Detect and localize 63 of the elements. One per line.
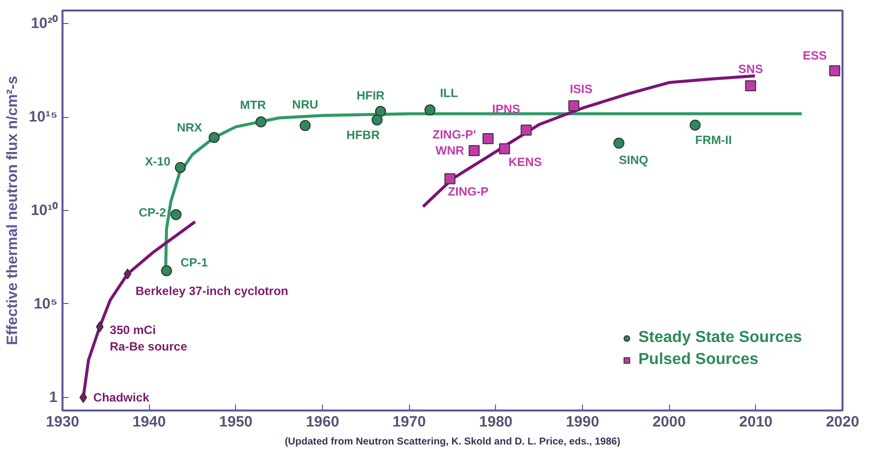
point bbox=[161, 265, 172, 276]
point bbox=[568, 100, 580, 112]
annotation: 350 mCi Ra-Be source bbox=[110, 322, 188, 354]
point bbox=[520, 124, 532, 136]
annotation: HFBR bbox=[346, 128, 380, 142]
annotation: Chadwick bbox=[93, 390, 150, 404]
annotation: IPNS bbox=[492, 102, 520, 116]
x-tick-label: 1950 bbox=[219, 414, 253, 430]
annotation: ISIS bbox=[570, 82, 593, 96]
x-tick-label: 1970 bbox=[392, 414, 426, 430]
legend-label: Steady State Sources bbox=[638, 329, 802, 347]
annotation: ESS bbox=[802, 48, 827, 63]
annotation: SNS bbox=[738, 62, 763, 76]
point bbox=[174, 162, 186, 173]
point bbox=[170, 209, 182, 220]
y-tick-label: 10²⁰ bbox=[30, 14, 58, 32]
x-tick-label: 1930 bbox=[46, 414, 80, 430]
x-tick-label: 1980 bbox=[479, 414, 513, 430]
text: (Updated from Neutron Scattering, K. Skold and D. L. Price, eds., 1986) bbox=[284, 436, 620, 448]
point bbox=[424, 104, 436, 116]
annotation: Berkeley 37-inch cyclotron bbox=[136, 284, 288, 298]
x-tick-label: 1940 bbox=[132, 414, 166, 430]
x-tick-label: 1990 bbox=[566, 414, 600, 430]
annotation: X-10 bbox=[145, 154, 171, 168]
y-tick-label: 10¹⁵ bbox=[28, 108, 58, 126]
point bbox=[208, 132, 220, 144]
annotation: ZING-P' bbox=[432, 128, 476, 142]
annotation: CP-1 bbox=[180, 256, 208, 270]
annotation: ILL bbox=[440, 86, 458, 100]
y-axis-title: Effective thermal neutron flux n/cm²-s bbox=[4, 76, 21, 346]
point bbox=[613, 138, 624, 149]
annotation: ZING-P bbox=[448, 184, 489, 199]
annotation: SINQ bbox=[618, 153, 648, 168]
point bbox=[375, 106, 386, 117]
annotation: FRM-II bbox=[695, 133, 732, 148]
point bbox=[79, 392, 88, 403]
point bbox=[96, 321, 104, 332]
legend-label: Pulsed Sources bbox=[638, 351, 758, 369]
annotation: MTR bbox=[240, 98, 266, 112]
y-tick-label: 10¹⁰ bbox=[30, 201, 58, 219]
annotation: WNR bbox=[436, 144, 464, 158]
x-tick-label: 1960 bbox=[306, 414, 340, 430]
point bbox=[255, 116, 266, 128]
point bbox=[829, 65, 840, 76]
point bbox=[482, 133, 494, 144]
point bbox=[745, 80, 756, 92]
y-tick-label: 1 bbox=[49, 388, 58, 406]
point bbox=[499, 143, 510, 154]
point bbox=[468, 145, 480, 156]
x-tick-label: 2010 bbox=[739, 414, 773, 430]
point bbox=[690, 120, 701, 131]
line-series bbox=[422, 74, 756, 208]
annotation: HFIR bbox=[356, 88, 385, 102]
point bbox=[444, 173, 456, 184]
x-tick-label: 2020 bbox=[826, 414, 860, 430]
point bbox=[300, 120, 311, 132]
annotation: KENS bbox=[508, 154, 542, 169]
y-tick-label: 10⁵ bbox=[34, 295, 58, 312]
point bbox=[372, 114, 383, 126]
x-tick-label: 2000 bbox=[652, 414, 686, 430]
annotation: NRU bbox=[292, 98, 318, 112]
annotation: CP-2 bbox=[138, 206, 166, 220]
annotation: NRX bbox=[176, 120, 202, 135]
